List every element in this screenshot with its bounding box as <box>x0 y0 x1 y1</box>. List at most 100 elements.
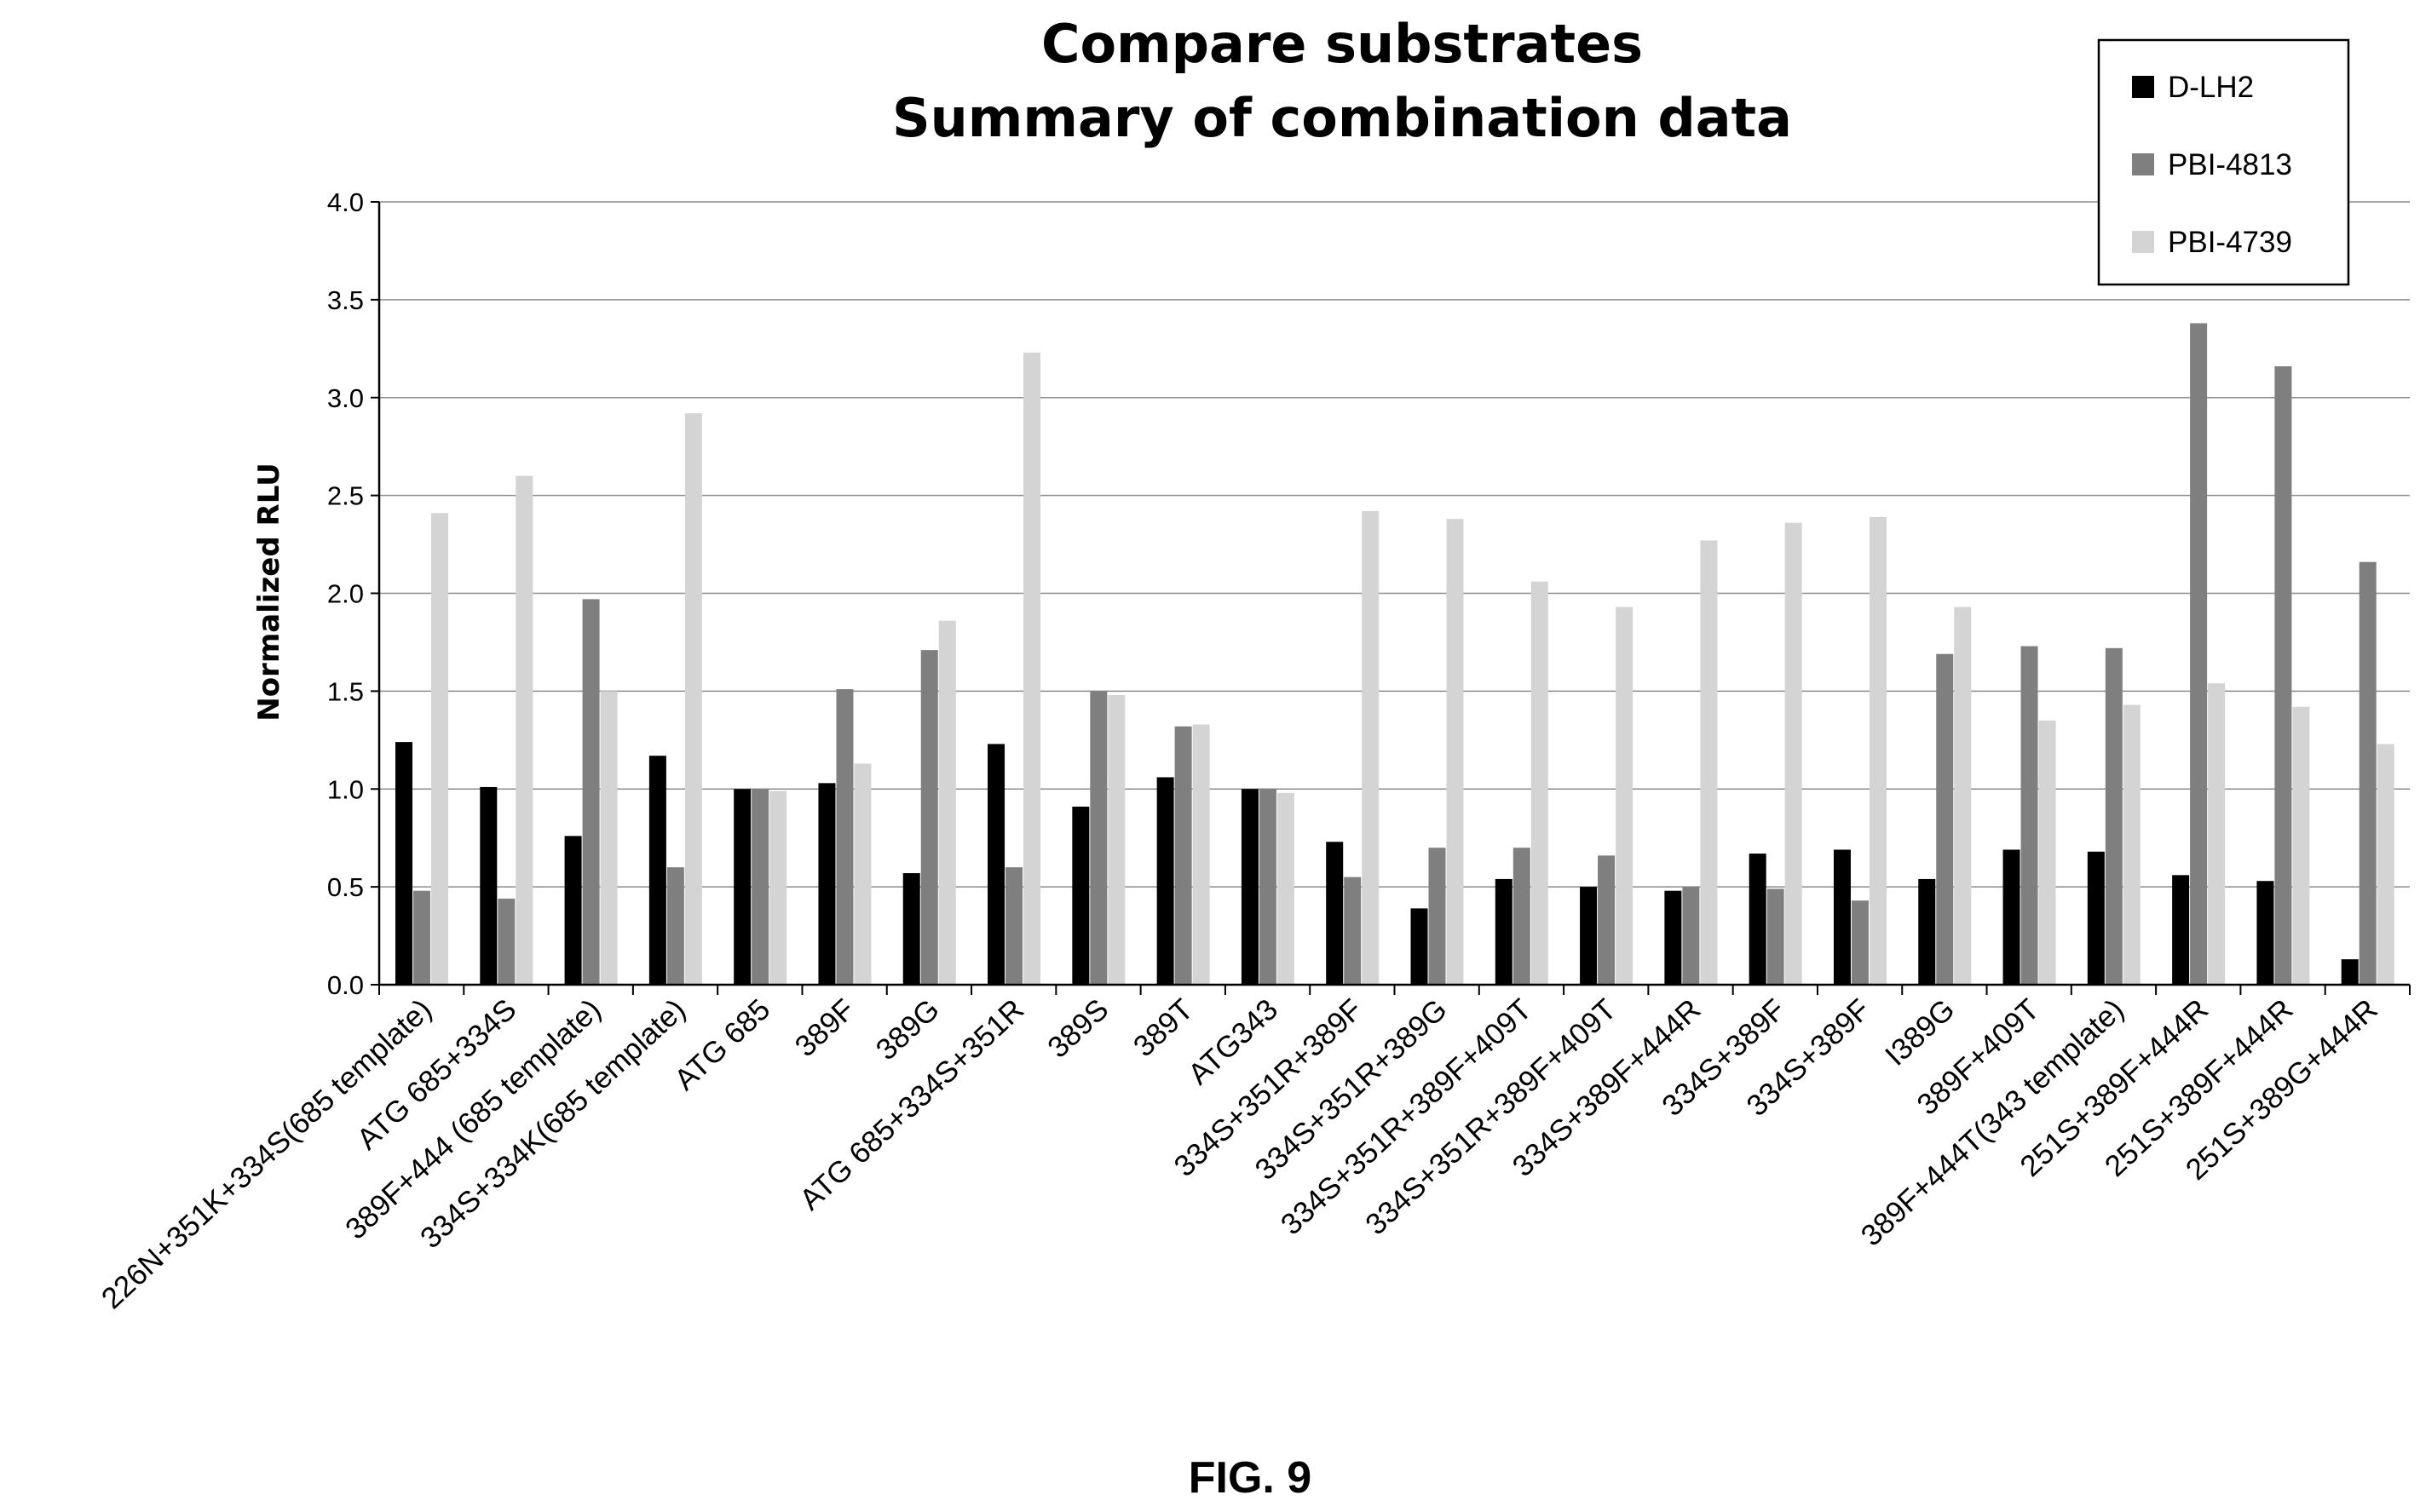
y-tick-label: 1.0 <box>327 774 364 804</box>
bar-pbi-4739-13 <box>1530 581 1548 985</box>
bar-d-lh2-7 <box>988 744 1005 985</box>
y-tick-label: 2.0 <box>327 579 364 609</box>
bar-d-lh2-5 <box>818 783 836 985</box>
bar-pbi-4813-6 <box>920 650 938 985</box>
bar-d-lh2-10 <box>1241 789 1259 985</box>
bar-d-lh2-15 <box>1664 890 1682 985</box>
bar-pbi-4813-7 <box>1005 867 1023 985</box>
bar-d-lh2-1 <box>480 786 498 985</box>
axes <box>377 202 2411 995</box>
x-category-label: 389G <box>870 992 946 1066</box>
y-tick-label: 3.0 <box>327 383 364 413</box>
bar-pbi-4813-0 <box>413 890 430 985</box>
bar-pbi-4813-22 <box>2274 365 2292 985</box>
bar-pbi-4813-17 <box>1851 900 1869 985</box>
bar-pbi-4813-23 <box>2359 561 2377 985</box>
bar-pbi-4813-19 <box>2020 646 2038 985</box>
x-category-label: 389S <box>1041 992 1115 1064</box>
bar-pbi-4739-16 <box>1784 522 1802 985</box>
legend-label: D-LH2 <box>2168 71 2254 104</box>
bar-pbi-4813-5 <box>836 689 854 985</box>
legend-swatch <box>2132 231 2154 253</box>
bar-pbi-4813-21 <box>2190 323 2208 985</box>
bar-pbi-4739-23 <box>2377 744 2394 985</box>
bar-pbi-4739-9 <box>1192 724 1210 985</box>
figure-label: FIG. 9 <box>1189 1453 1311 1503</box>
legend: D-LH2 PBI-4813 PBI-4739 <box>2097 38 2350 286</box>
bar-d-lh2-11 <box>1326 842 1344 985</box>
bar-pbi-4813-14 <box>1598 855 1616 985</box>
bar-pbi-4739-22 <box>2292 706 2310 985</box>
bars <box>395 323 2394 986</box>
bar-d-lh2-12 <box>1410 908 1428 985</box>
y-axis-ticks: 0.0 0.5 1.0 1.5 2.0 2.5 3.0 3.5 4.0 <box>327 187 379 1000</box>
y-tick-label: 4.0 <box>327 187 364 217</box>
bar-pbi-4813-10 <box>1259 789 1276 985</box>
x-category-label: ATG 685 <box>668 992 776 1096</box>
legend-label: PBI-4739 <box>2168 226 2292 259</box>
bar-pbi-4813-11 <box>1344 877 1362 985</box>
bar-pbi-4739-18 <box>1954 607 1972 985</box>
bar-pbi-4739-19 <box>2038 720 2056 985</box>
legend-label: PBI-4813 <box>2168 148 2292 181</box>
bar-pbi-4813-15 <box>1682 887 1700 985</box>
bar-d-lh2-4 <box>734 789 752 985</box>
bar-pbi-4813-20 <box>2105 647 2123 985</box>
bar-pbi-4739-3 <box>684 413 702 985</box>
x-category-label: 389F <box>789 992 861 1063</box>
bar-pbi-4813-4 <box>752 789 769 985</box>
bar-pbi-4739-17 <box>1869 516 1887 985</box>
bar-pbi-4739-15 <box>1700 540 1718 985</box>
bar-d-lh2-18 <box>1918 878 1936 985</box>
bar-pbi-4739-1 <box>516 475 533 985</box>
x-axis-category-labels: 226N+351K+334S(685 template)ATG 685+334S… <box>95 992 2384 1315</box>
bar-pbi-4739-4 <box>769 790 787 985</box>
bar-d-lh2-14 <box>1580 887 1598 985</box>
bar-pbi-4739-6 <box>938 620 956 985</box>
bar-pbi-4739-10 <box>1276 792 1294 985</box>
bar-pbi-4739-0 <box>431 513 448 985</box>
bar-d-lh2-2 <box>564 836 582 985</box>
bar-pbi-4739-12 <box>1446 519 1464 985</box>
y-tick-label: 2.5 <box>327 481 364 511</box>
gridlines <box>379 201 2410 888</box>
chart-subtitle: Summary of combination data <box>892 87 1792 149</box>
bar-pbi-4813-12 <box>1428 848 1446 985</box>
bar-d-lh2-9 <box>1156 777 1174 985</box>
bar-d-lh2-8 <box>1072 806 1090 985</box>
bar-d-lh2-13 <box>1495 878 1512 985</box>
bar-pbi-4739-14 <box>1616 607 1634 985</box>
legend-swatch <box>2132 153 2154 175</box>
bar-pbi-4739-8 <box>1108 694 1126 985</box>
bar-pbi-4739-2 <box>600 691 618 985</box>
bar-pbi-4813-9 <box>1174 726 1192 985</box>
bar-d-lh2-21 <box>2172 875 2190 985</box>
bar-d-lh2-20 <box>2087 851 2105 985</box>
x-category-label: I389G <box>1879 992 1961 1072</box>
bar-pbi-4813-8 <box>1090 691 1108 985</box>
bar-pbi-4813-16 <box>1766 888 1784 985</box>
legend-swatch <box>2132 76 2154 98</box>
y-tick-label: 1.5 <box>327 676 364 706</box>
bar-d-lh2-17 <box>1833 849 1851 985</box>
x-category-label: 226N+351K+334S(685 template) <box>95 992 438 1315</box>
bar-d-lh2-16 <box>1749 854 1766 985</box>
bar-pbi-4739-11 <box>1362 511 1380 985</box>
bar-pbi-4813-2 <box>582 599 600 985</box>
bar-d-lh2-22 <box>2256 881 2274 985</box>
bar-pbi-4813-13 <box>1512 848 1530 985</box>
x-category-label: 389T <box>1127 992 1200 1063</box>
bar-pbi-4739-7 <box>1023 352 1041 986</box>
bar-pbi-4739-21 <box>2208 683 2226 985</box>
bar-d-lh2-6 <box>902 873 920 985</box>
bar-pbi-4813-1 <box>498 898 516 985</box>
bar-d-lh2-19 <box>2002 849 2020 985</box>
y-tick-label: 0.0 <box>327 970 364 1000</box>
bar-pbi-4739-5 <box>854 763 872 985</box>
bar-d-lh2-0 <box>395 742 412 985</box>
bar-pbi-4813-3 <box>666 867 684 985</box>
y-tick-label: 3.5 <box>327 285 364 315</box>
bar-d-lh2-3 <box>648 756 666 985</box>
y-tick-label: 0.5 <box>327 872 364 902</box>
